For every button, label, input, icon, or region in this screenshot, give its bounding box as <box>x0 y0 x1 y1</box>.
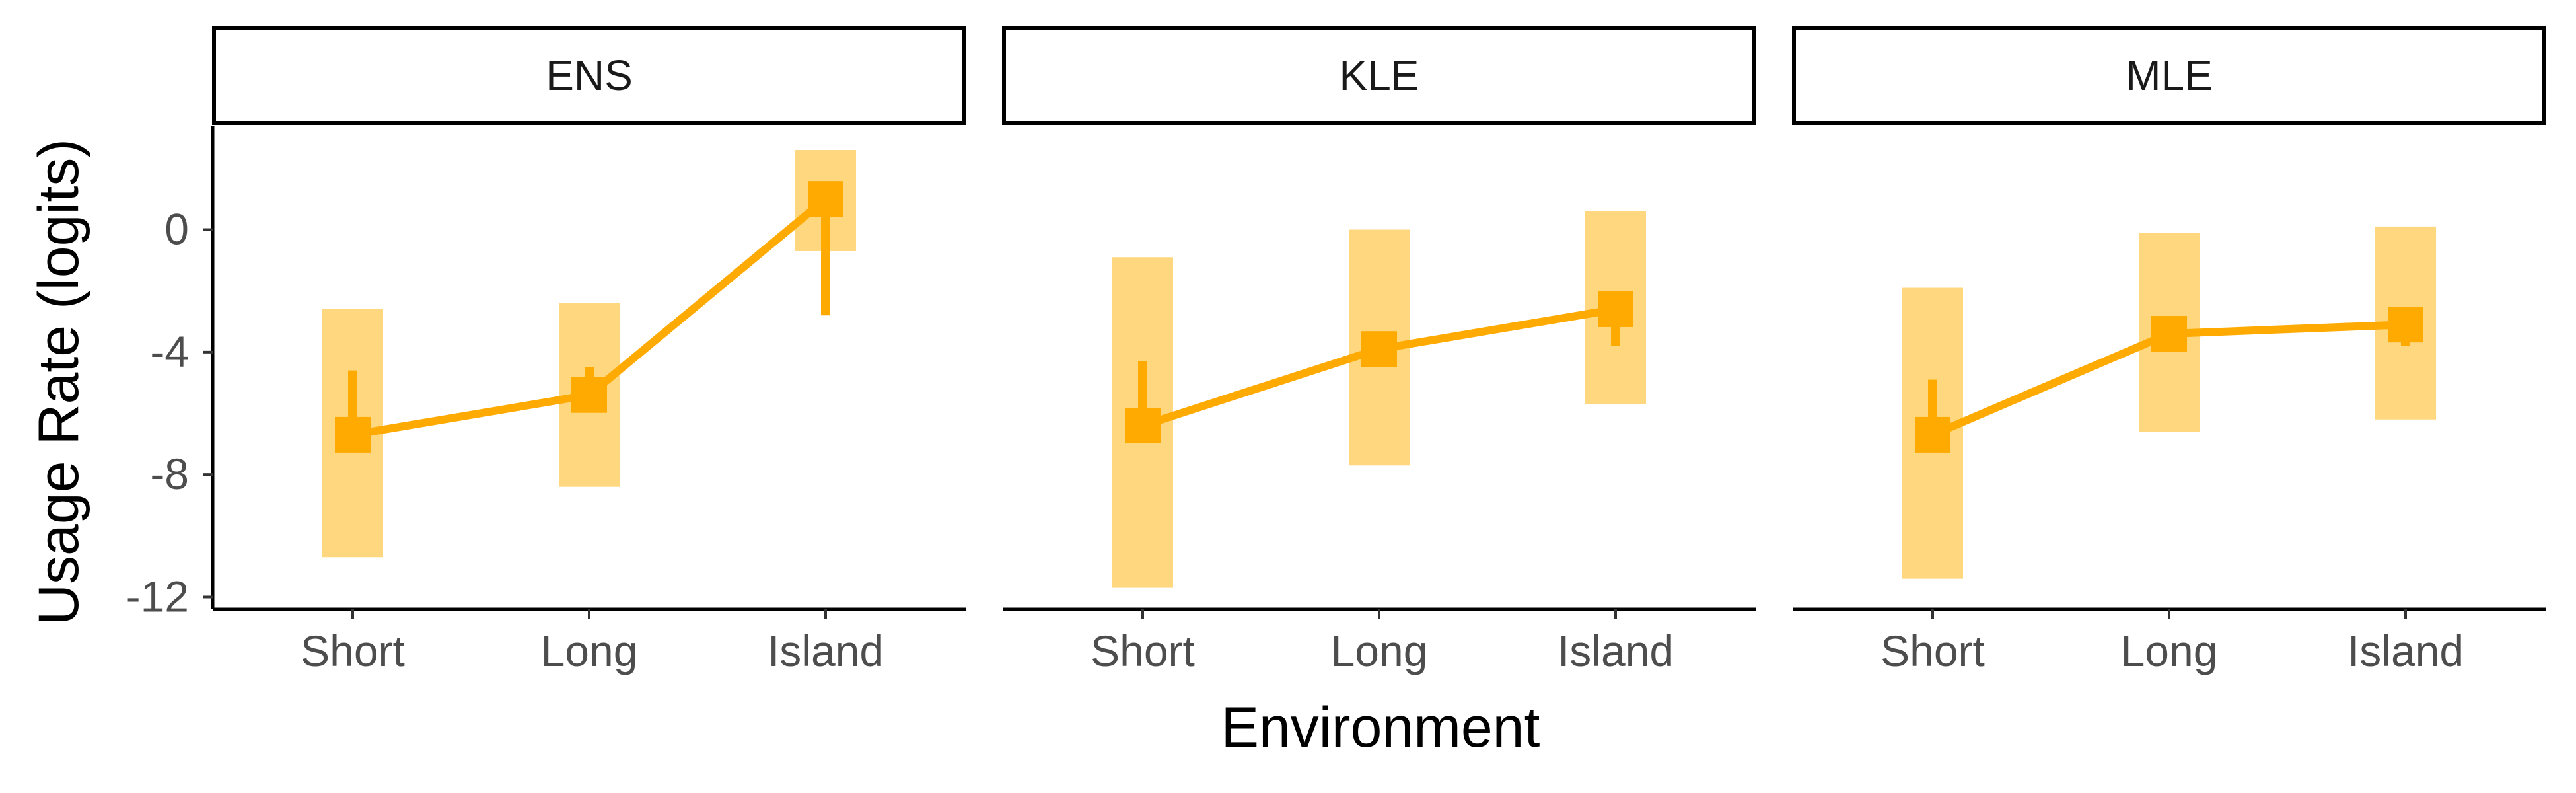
point-marker <box>1125 408 1161 444</box>
y-axis: 0 -4 -8 -12 <box>126 126 215 621</box>
facet-strip <box>212 26 966 125</box>
facet-label: MLE <box>2126 52 2213 99</box>
x-tick-label: Long <box>1331 626 1428 675</box>
facet-strip <box>1792 26 2546 125</box>
facet-label: KLE <box>1340 52 1419 99</box>
point-marker <box>335 416 371 453</box>
x-axis-title: Environment <box>1221 696 1540 759</box>
panel-mle: MLE Short Long Island <box>1792 26 2546 675</box>
inner-interval <box>821 199 830 316</box>
point-marker <box>1361 331 1397 367</box>
facet-label: ENS <box>546 52 633 99</box>
point-marker <box>1598 291 1633 327</box>
x-tick-label: Long <box>2121 626 2218 675</box>
point-marker <box>571 377 607 413</box>
point-marker <box>2388 307 2423 343</box>
x-tick-label: Short <box>1091 626 1195 675</box>
y-tick-label: -4 <box>150 327 189 376</box>
y-tick-label: -12 <box>126 572 189 621</box>
panel-ens: ENS Short Long Island <box>212 26 966 675</box>
y-axis-title: Usage Rate (logits) <box>27 139 90 625</box>
x-tick-label: Island <box>768 626 884 675</box>
x-tick-label: Long <box>541 626 638 675</box>
point-marker <box>2151 316 2187 352</box>
panel-kle: KLE Short Long Island <box>1002 26 1756 675</box>
y-tick-label: 0 <box>164 205 189 254</box>
point-marker <box>808 181 843 217</box>
y-tick-label: -8 <box>150 449 189 498</box>
x-tick-label: Short <box>301 626 405 675</box>
point-marker <box>1915 416 1950 453</box>
x-tick-label: Island <box>2347 626 2464 675</box>
facet-panels: ENS Short Long Island KLE Short Long Island MLE S… <box>212 26 2546 675</box>
x-tick-label: Island <box>1557 626 1674 675</box>
x-tick-label: Short <box>1880 626 1985 675</box>
facet-strip <box>1002 26 1756 125</box>
